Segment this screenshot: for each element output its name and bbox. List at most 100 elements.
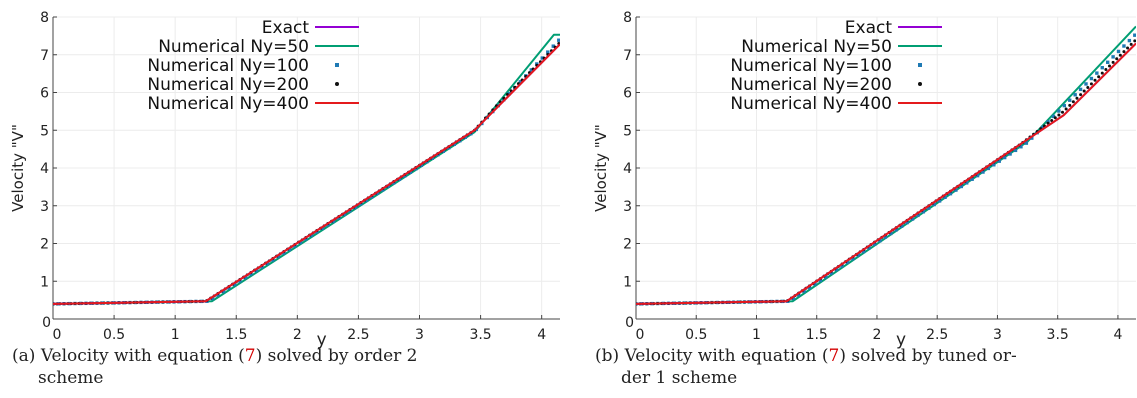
legend-exact-label: Exact <box>845 18 893 38</box>
series-numerical-ny-100-point <box>829 271 833 275</box>
series-numerical-ny-100-point <box>386 184 391 189</box>
legend-numerical-ny-100-swatch <box>335 63 339 67</box>
legend-numerical-ny-100-label: Numerical Ny=100 <box>730 56 892 76</box>
series-numerical-ny-100-point <box>878 238 882 243</box>
x-tick-label: 3.5 <box>469 327 491 343</box>
series-numerical-ny-100-point <box>872 242 877 246</box>
series-numerical-ny-200-point <box>1111 60 1115 64</box>
series-numerical-ny-100-point <box>210 296 215 301</box>
y-tick-label: 5 <box>40 123 49 139</box>
series-numerical-ny-200-point <box>1093 78 1097 82</box>
series-numerical-ny-400-line <box>636 42 1136 305</box>
series-numerical-ny-100-point <box>265 261 270 266</box>
series-numerical-ny-100-point <box>557 38 560 42</box>
y-tick-label: 7 <box>40 48 49 64</box>
series-numerical-ny-100-point <box>1073 93 1077 97</box>
series-numerical-ny-100-point <box>965 181 969 185</box>
y-tick-label: 8 <box>623 10 632 26</box>
x-tick-label: 4 <box>537 327 546 343</box>
x-tick-label: 2 <box>293 327 302 343</box>
series-numerical-ny-100-point <box>894 228 898 232</box>
series-numerical-ny-100-point <box>419 163 424 167</box>
series-numerical-ny-200-point <box>1126 46 1130 50</box>
series-numerical-ny-100-point <box>1084 82 1088 86</box>
series-numerical-ny-100-point <box>227 286 231 290</box>
x-tick-label: 1.5 <box>225 327 247 343</box>
x-tick-label: 4 <box>1113 327 1122 343</box>
series-numerical-ny-200-point <box>1107 64 1111 68</box>
series-numerical-ny-100-point <box>298 240 303 245</box>
y-tick-label: 6 <box>40 86 49 102</box>
legend-numerical-ny-200-swatch <box>918 82 922 86</box>
series-numerical-ny-100-point <box>1008 152 1012 156</box>
series-numerical-ny-200-point <box>1079 93 1083 97</box>
x-tick-label: 0.5 <box>685 327 707 343</box>
series-numerical-ny-200-point <box>1129 42 1133 46</box>
x-tick-label: 3.5 <box>1047 327 1069 343</box>
x-axis-label: y <box>896 330 906 350</box>
x-tick-label: 1 <box>171 327 180 343</box>
y-tick-label: 3 <box>40 199 49 215</box>
series-numerical-ny-200-point <box>1075 96 1079 100</box>
series-numerical-ny-100-point <box>845 260 850 265</box>
series-numerical-ny-100-point <box>796 293 801 297</box>
series-numerical-ny-100-point <box>430 156 435 160</box>
series-numerical-ny-100-point <box>883 235 888 239</box>
y-axis-label: Velocity "V" <box>592 124 610 212</box>
y-tick-label: 4 <box>623 161 632 177</box>
series-numerical-ny-100-point <box>867 246 871 250</box>
series-numerical-ny-100-point <box>364 198 369 203</box>
series-numerical-ny-100-point <box>856 253 860 257</box>
caption-b-ref[interactable]: 7 <box>828 346 840 366</box>
series-numerical-ny-100-point <box>397 177 402 182</box>
series-numerical-ny-100-point <box>834 267 839 272</box>
series-numerical-ny-100-point <box>932 202 936 207</box>
series-numerical-ny-100-point <box>216 293 220 297</box>
series-numerical-ny-100-point <box>807 285 812 290</box>
series-numerical-ny-100-point <box>986 166 991 171</box>
caption-b-tag: (b) <box>595 346 620 366</box>
caption-b-line2: der 1 scheme <box>621 368 738 388</box>
origin-label-y: 0 <box>42 315 51 331</box>
y-tick-label: 4 <box>40 161 49 177</box>
series-numerical-ny-100-point <box>921 210 926 214</box>
series-numerical-ny-100-point <box>276 254 281 259</box>
plot-area <box>53 33 560 306</box>
chart-b: 0.5 1 1.5 2 2.5 3 3.5 4 1 2 3 4 5 6 7 8 00 y Velocity "V" E… <box>592 10 1136 350</box>
series-numerical-ny-100-point <box>1133 33 1136 37</box>
x-tick-label: 1.5 <box>806 327 828 343</box>
y-tick-label: 1 <box>623 274 632 290</box>
series-numerical-ny-200-point <box>1097 75 1101 79</box>
series-numerical-ny-100-point <box>802 289 806 293</box>
series-numerical-ny-100-point <box>937 199 942 203</box>
series-numerical-ny-100-point <box>992 163 996 167</box>
series-numerical-ny-100-point <box>1040 125 1045 129</box>
legend-numerical-ny-200-swatch <box>335 82 339 86</box>
y-tick-label: 5 <box>623 123 632 139</box>
series-numerical-ny-100-point <box>840 264 844 268</box>
series-numerical-ny-200-point <box>1089 82 1093 86</box>
series-numerical-ny-100-point <box>353 205 358 210</box>
x-tick-label: 2.5 <box>347 327 369 343</box>
series-numerical-ny-100-point <box>959 184 964 189</box>
series-numerical-ny-100-point <box>813 282 817 286</box>
series-numerical-ny-100-point <box>238 279 242 283</box>
caption-a-ref[interactable]: 7 <box>244 346 256 366</box>
series-numerical-ny-100-point <box>507 92 511 96</box>
series-numerical-ny-200-point <box>1061 110 1065 114</box>
series-numerical-ny-100-point <box>948 192 953 196</box>
y-tick-label: 3 <box>623 199 632 215</box>
series-numerical-ny-100-point <box>287 247 292 252</box>
series-numerical-ny-100-point <box>1062 103 1067 108</box>
series-numerical-ny-100-point <box>243 275 248 280</box>
series-numerical-ny-100-point <box>1068 98 1072 102</box>
chart-a: 0.5 1 1.5 2 2.5 3 3.5 4 1 2 3 4 5 6 7 8 00 y Velocity "V" E… <box>9 10 560 350</box>
y-tick-label: 2 <box>40 237 49 253</box>
series-numerical-ny-100-point <box>981 170 985 174</box>
series-numerical-ny-100-point <box>943 195 947 200</box>
series-numerical-ny-100-point <box>910 217 915 221</box>
series-numerical-ny-200-point <box>1100 71 1104 75</box>
series-numerical-ny-200-point <box>1104 68 1108 72</box>
series-numerical-ny-100-point <box>1105 60 1110 64</box>
